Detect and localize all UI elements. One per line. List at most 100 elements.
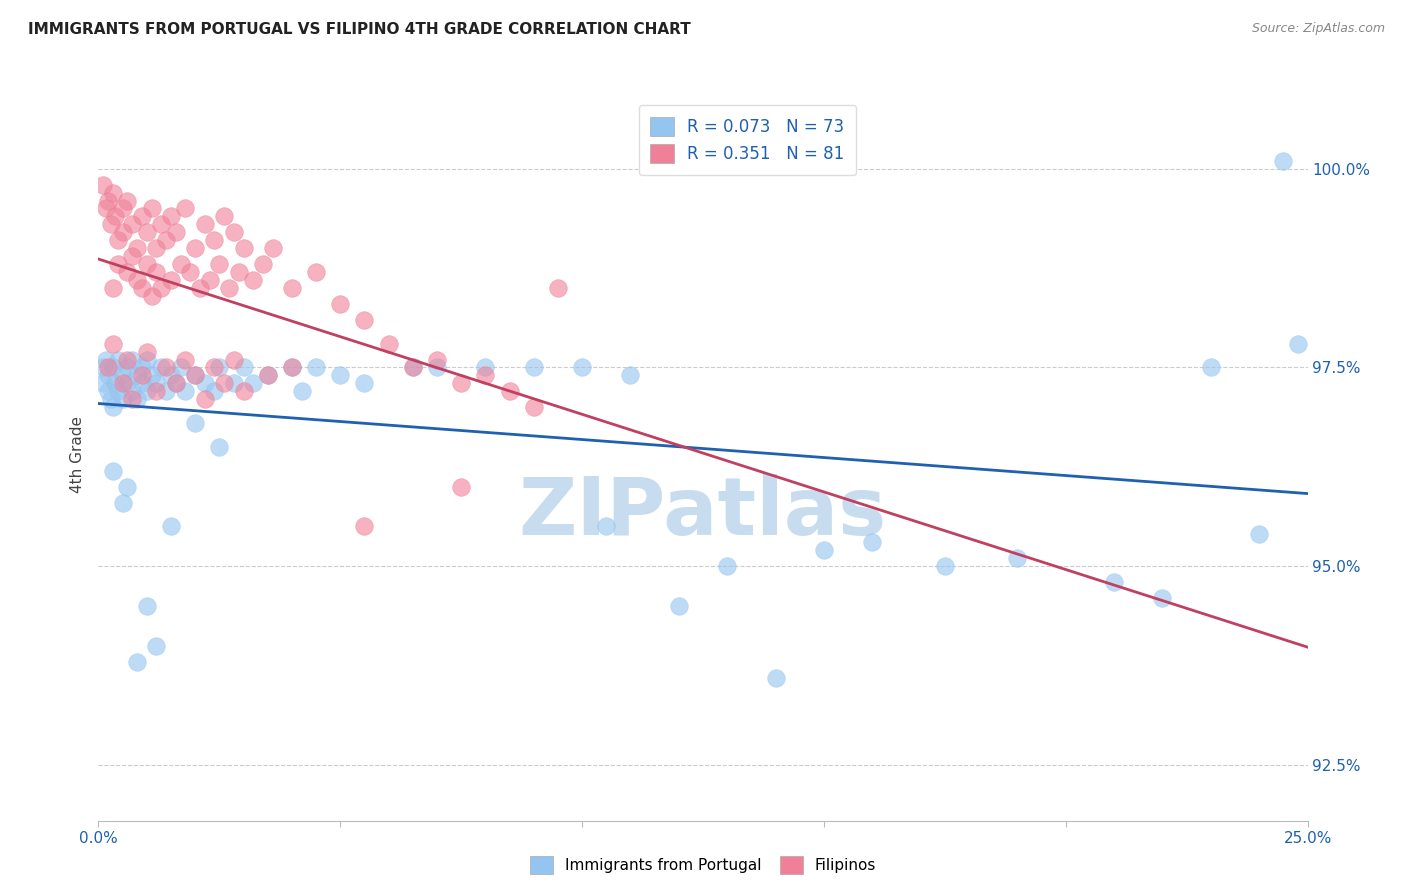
- Point: [1102, 575, 1125, 590]
- Point: [426, 352, 449, 367]
- Point: [204, 233, 226, 247]
- Point: [402, 360, 425, 375]
- Legend: R = 0.073   N = 73, R = 0.351   N = 81: R = 0.073 N = 73, R = 0.351 N = 81: [638, 105, 856, 175]
- Point: [222, 376, 245, 391]
- Point: [813, 543, 835, 558]
- Point: [141, 289, 163, 303]
- Point: [232, 360, 254, 375]
- Point: [131, 210, 153, 224]
- Point: [107, 233, 129, 247]
- Point: [121, 218, 143, 232]
- Point: [150, 218, 173, 232]
- Point: [194, 376, 217, 391]
- Point: [174, 352, 197, 367]
- Point: [169, 257, 191, 271]
- Point: [188, 281, 211, 295]
- Point: [242, 273, 264, 287]
- Point: [100, 392, 122, 407]
- Point: [150, 360, 173, 375]
- Point: [256, 368, 278, 383]
- Point: [184, 368, 207, 383]
- Point: [353, 376, 375, 391]
- Point: [107, 352, 129, 367]
- Point: [127, 241, 149, 255]
- Point: [97, 194, 120, 208]
- Point: [165, 376, 187, 391]
- Point: [232, 384, 254, 399]
- Point: [222, 352, 245, 367]
- Point: [107, 257, 129, 271]
- Point: [131, 376, 153, 391]
- Point: [104, 210, 127, 224]
- Point: [426, 360, 449, 375]
- Point: [934, 559, 956, 574]
- Point: [160, 210, 183, 224]
- Point: [135, 225, 157, 239]
- Point: [155, 384, 177, 399]
- Point: [117, 352, 139, 367]
- Point: [281, 281, 304, 295]
- Point: [91, 360, 114, 375]
- Point: [107, 384, 129, 399]
- Point: [160, 519, 183, 533]
- Point: [127, 273, 149, 287]
- Point: [194, 392, 217, 407]
- Point: [135, 384, 157, 399]
- Point: [94, 352, 117, 367]
- Point: [281, 360, 304, 375]
- Point: [155, 360, 177, 375]
- Point: [1152, 591, 1174, 605]
- Point: [117, 194, 139, 208]
- Point: [111, 202, 134, 216]
- Point: [402, 360, 425, 375]
- Point: [222, 225, 245, 239]
- Point: [198, 273, 221, 287]
- Point: [121, 392, 143, 407]
- Point: [262, 241, 284, 255]
- Point: [353, 312, 375, 326]
- Text: IMMIGRANTS FROM PORTUGAL VS FILIPINO 4TH GRADE CORRELATION CHART: IMMIGRANTS FROM PORTUGAL VS FILIPINO 4TH…: [28, 22, 690, 37]
- Point: [194, 218, 217, 232]
- Point: [101, 360, 124, 375]
- Point: [127, 655, 149, 669]
- Point: [127, 368, 149, 383]
- Point: [571, 360, 593, 375]
- Legend: Immigrants from Portugal, Filipinos: Immigrants from Portugal, Filipinos: [523, 850, 883, 880]
- Point: [141, 202, 163, 216]
- Point: [111, 376, 134, 391]
- Point: [450, 480, 472, 494]
- Point: [91, 178, 114, 192]
- Point: [1007, 551, 1029, 566]
- Point: [174, 202, 197, 216]
- Point: [184, 416, 207, 430]
- Point: [498, 384, 520, 399]
- Point: [141, 368, 163, 383]
- Point: [121, 352, 143, 367]
- Point: [329, 297, 352, 311]
- Point: [117, 376, 139, 391]
- Point: [97, 360, 120, 375]
- Point: [150, 281, 173, 295]
- Point: [111, 368, 134, 383]
- Point: [165, 225, 187, 239]
- Point: [1249, 527, 1271, 541]
- Point: [474, 368, 496, 383]
- Point: [91, 376, 114, 391]
- Point: [1199, 360, 1222, 375]
- Point: [208, 257, 231, 271]
- Point: [474, 360, 496, 375]
- Point: [121, 249, 143, 263]
- Point: [94, 202, 117, 216]
- Point: [218, 281, 240, 295]
- Point: [1272, 153, 1295, 168]
- Point: [252, 257, 274, 271]
- Point: [619, 368, 641, 383]
- Point: [242, 376, 264, 391]
- Point: [547, 281, 569, 295]
- Point: [145, 241, 167, 255]
- Point: [111, 392, 134, 407]
- Point: [111, 495, 134, 509]
- Point: [145, 639, 167, 653]
- Point: [131, 360, 153, 375]
- Point: [212, 210, 235, 224]
